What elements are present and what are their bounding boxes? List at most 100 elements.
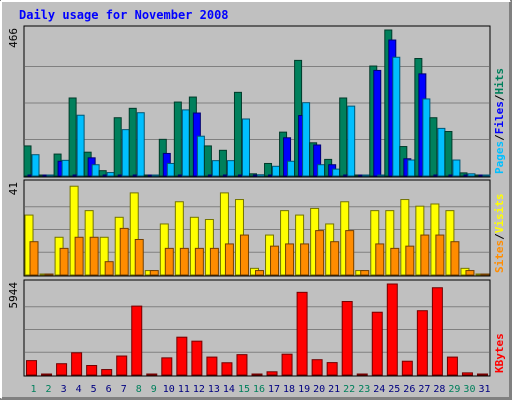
legend-entry: Files — [493, 101, 506, 134]
bar-sites-day-3 — [59, 247, 69, 276]
bar-kbytes-day-4 — [71, 352, 83, 376]
bar-sites-day-12 — [194, 247, 204, 276]
x-tick-label: 26 — [403, 384, 415, 395]
x-tick-label: 20 — [313, 384, 325, 395]
bar-sites-day-22 — [345, 230, 355, 276]
x-tick-label: 24 — [373, 384, 385, 395]
bar-pages-day-31 — [482, 174, 491, 177]
bar-sites-day-1 — [29, 241, 39, 276]
bar-pages-day-24 — [377, 174, 386, 177]
bar-visits-day-24 — [370, 210, 380, 276]
x-tick-label: 17 — [268, 384, 280, 395]
bar-hits-day-28 — [429, 117, 438, 177]
bar-pages-day-27 — [422, 98, 431, 177]
x-tick-label: 27 — [418, 384, 430, 395]
bar-kbytes-day-24 — [371, 311, 383, 376]
bar-pages-day-13 — [211, 160, 220, 177]
x-tick-label: 25 — [388, 384, 400, 395]
bar-sites-day-6 — [104, 261, 114, 276]
bar-visits-day-14 — [219, 192, 229, 276]
bar-kbytes-day-14 — [221, 362, 233, 376]
bar-pages-day-29 — [452, 159, 461, 177]
bar-kbytes-day-12 — [191, 340, 203, 376]
x-tick-label: 6 — [106, 384, 112, 395]
x-tick-label: 13 — [208, 384, 220, 395]
bar-kbytes-day-2 — [41, 373, 53, 376]
x-tick-label: 4 — [76, 384, 82, 395]
bar-visits-day-26 — [400, 199, 410, 276]
bar-pages-day-12 — [196, 135, 205, 177]
bar-sites-day-9 — [149, 270, 159, 276]
bar-pages-day-19 — [302, 102, 311, 177]
bar-kbytes-day-23 — [356, 373, 368, 376]
bar-kbytes-day-26 — [401, 360, 413, 376]
x-tick-label: 3 — [61, 384, 67, 395]
bar-pages-day-4 — [76, 114, 85, 177]
legend-entry: Sites — [493, 240, 506, 273]
bar-sites-day-5 — [89, 236, 99, 276]
bar-sites-day-21 — [330, 241, 340, 276]
legend-visits-sites: Sites/Visits — [493, 194, 506, 274]
bar-pages-day-22 — [347, 105, 356, 177]
bar-visits-day-11 — [174, 201, 184, 276]
bar-sites-day-10 — [164, 247, 174, 276]
y-max-label: 466 — [7, 28, 20, 48]
bar-hits-day-13 — [203, 145, 212, 177]
bar-visits-day-18 — [280, 210, 290, 276]
x-tick-label: 21 — [328, 384, 340, 395]
bar-sites-day-27 — [420, 234, 430, 276]
bar-sites-day-29 — [450, 241, 460, 276]
chart-title: Daily usage for November 2008 — [19, 8, 229, 22]
bar-pages-day-20 — [317, 164, 326, 177]
bar-pages-day-17 — [272, 165, 281, 177]
bar-pages-day-14 — [226, 160, 235, 177]
bar-sites-day-26 — [405, 245, 415, 276]
bar-kbytes-day-11 — [176, 336, 188, 376]
bar-sites-day-11 — [179, 247, 189, 276]
bar-pages-day-9 — [151, 174, 160, 177]
bar-sites-day-14 — [224, 243, 234, 276]
bar-files-day-24 — [373, 69, 382, 177]
plot-area — [23, 279, 491, 377]
bar-sites-day-30 — [465, 270, 475, 276]
x-tick-label: 22 — [343, 384, 355, 395]
bar-pages-day-5 — [91, 164, 100, 177]
bar-sites-day-20 — [315, 230, 325, 276]
panel-visits-sites: 41 Sites/Visits — [7, 179, 506, 277]
bar-kbytes-day-15 — [236, 354, 248, 376]
bar-pages-day-11 — [181, 109, 190, 177]
x-tick-label: 15 — [238, 384, 250, 395]
bar-kbytes-day-1 — [26, 360, 38, 376]
bar-hits-day-22 — [339, 97, 348, 177]
bar-sites-day-2 — [44, 273, 54, 276]
bar-kbytes-day-21 — [326, 362, 338, 376]
x-tick-label: 16 — [253, 384, 265, 395]
x-tick-label: 8 — [136, 384, 142, 395]
bar-pages-day-6 — [106, 172, 115, 177]
bar-hits-day-17 — [264, 162, 273, 177]
bar-sites-day-16 — [255, 270, 264, 276]
bar-sites-day-25 — [390, 247, 400, 276]
bar-visits-day-6 — [99, 236, 109, 276]
legend-entry: KBytes — [493, 333, 506, 373]
bar-kbytes-day-3 — [56, 363, 68, 376]
x-tick-label: 11 — [178, 384, 190, 395]
bar-visits-day-8 — [129, 192, 139, 276]
legend-kbytes: KBytes — [493, 333, 506, 373]
bar-pages-day-28 — [437, 127, 446, 177]
bar-pages-day-3 — [61, 159, 70, 177]
bar-kbytes-day-9 — [146, 373, 158, 376]
bar-pages-day-7 — [121, 129, 130, 177]
bar-pages-day-23 — [362, 174, 371, 177]
x-tick-label: 29 — [448, 384, 460, 395]
bar-pages-day-25 — [392, 56, 401, 177]
bar-visits-day-4 — [69, 185, 79, 276]
bar-pages-day-10 — [166, 162, 175, 177]
y-max-label: 5944 — [7, 282, 20, 309]
bar-kbytes-day-13 — [206, 356, 218, 376]
x-tick-label: 23 — [358, 384, 370, 395]
bar-kbytes-day-31 — [476, 373, 488, 376]
bar-hits-day-7 — [113, 117, 122, 177]
bar-kbytes-day-30 — [461, 372, 473, 376]
bar-visits-day-25 — [385, 210, 395, 276]
